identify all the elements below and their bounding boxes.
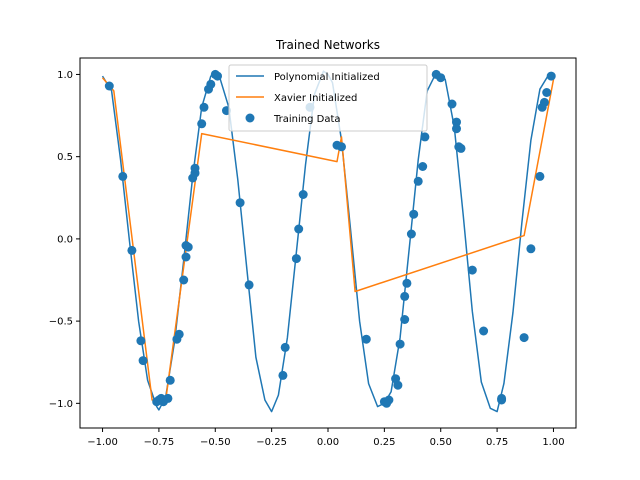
training-data-point: [104, 81, 114, 91]
training-data-point: [206, 79, 216, 89]
legend-label-polynomial: Polynomial Initialized: [274, 72, 380, 83]
training-data-point: [235, 198, 245, 208]
training-data-point: [535, 171, 545, 181]
y-tick-label: −1.0: [49, 399, 73, 410]
series-layer: [101, 69, 556, 413]
x-tick-label: 0.75: [486, 437, 508, 448]
training-data-point: [278, 370, 288, 380]
x-tick-label: −1.00: [87, 437, 118, 448]
training-data-point: [181, 252, 191, 262]
training-data-point: [244, 280, 254, 290]
series-line-1: [101, 77, 555, 401]
training-data-point: [395, 339, 405, 349]
training-data-point: [190, 163, 200, 173]
training-data-point: [519, 333, 529, 343]
y-tick-label: 0.5: [57, 152, 73, 163]
training-data-point: [409, 209, 419, 219]
training-data-point: [337, 142, 346, 152]
x-tick-label: −0.50: [200, 437, 231, 448]
legend: Polynomial Initialized Xavier Initialize…: [228, 64, 428, 132]
x-tick-label: 0.00: [317, 437, 339, 448]
training-data-point: [467, 265, 477, 275]
training-data-point: [127, 245, 137, 255]
training-data-point: [447, 99, 457, 109]
training-data-point: [179, 275, 189, 285]
training-data-point: [291, 254, 301, 264]
training-data-point: [384, 395, 394, 405]
y-tick-label: 1.0: [57, 70, 73, 81]
x-tick-label: 0.25: [373, 437, 395, 448]
training-data-point: [400, 291, 410, 301]
training-data-point: [199, 102, 209, 112]
training-data-point: [174, 329, 184, 339]
training-data-point: [479, 326, 489, 336]
training-data-point: [456, 143, 466, 153]
training-data-point: [197, 119, 207, 129]
training-data-point: [163, 393, 173, 403]
training-data-point: [136, 336, 146, 346]
legend-label-xavier: Xavier Initialized: [274, 93, 357, 104]
training-data-point: [165, 375, 175, 385]
legend-label-training-data: Training Data: [273, 114, 341, 125]
training-data-point: [542, 88, 552, 97]
training-data-point: [526, 244, 536, 254]
chart-title: Trained Networks: [275, 38, 380, 52]
training-data-point: [420, 132, 430, 142]
training-data-point: [393, 380, 403, 390]
training-data-point: [539, 97, 549, 107]
axis-layer: −1.00 −0.75 −0.50 −0.25 0.00 0.25 0.50 0.75 1.00…: [49, 70, 565, 448]
training-data-point: [497, 395, 507, 405]
x-tick-label: −0.75: [144, 437, 175, 448]
training-data-point: [138, 356, 148, 366]
training-data-point: [400, 315, 410, 324]
x-tick-label: −0.25: [256, 437, 287, 448]
training-data-point: [413, 176, 423, 186]
legend-swatch-training-data: [245, 113, 255, 123]
training-data-point: [546, 71, 556, 81]
y-tick-label: −0.5: [49, 317, 73, 328]
training-data-point: [294, 224, 304, 234]
training-data-point: [280, 342, 290, 352]
training-data-point: [452, 117, 461, 127]
x-tick-label: 0.50: [430, 437, 452, 448]
training-data-point: [406, 229, 416, 239]
training-data-point: [418, 162, 428, 171]
training-data-point: [298, 190, 308, 199]
x-tick-label: 1.00: [542, 437, 564, 448]
training-data-point: [402, 278, 412, 288]
training-data-point: [183, 242, 193, 252]
training-data-point: [452, 124, 461, 134]
legend-box: [228, 64, 428, 132]
y-tick-label: 0.0: [57, 234, 73, 245]
training-data-point: [436, 73, 446, 83]
training-data-point: [213, 71, 222, 81]
training-data-point: [361, 334, 371, 344]
training-data-point: [118, 171, 128, 181]
